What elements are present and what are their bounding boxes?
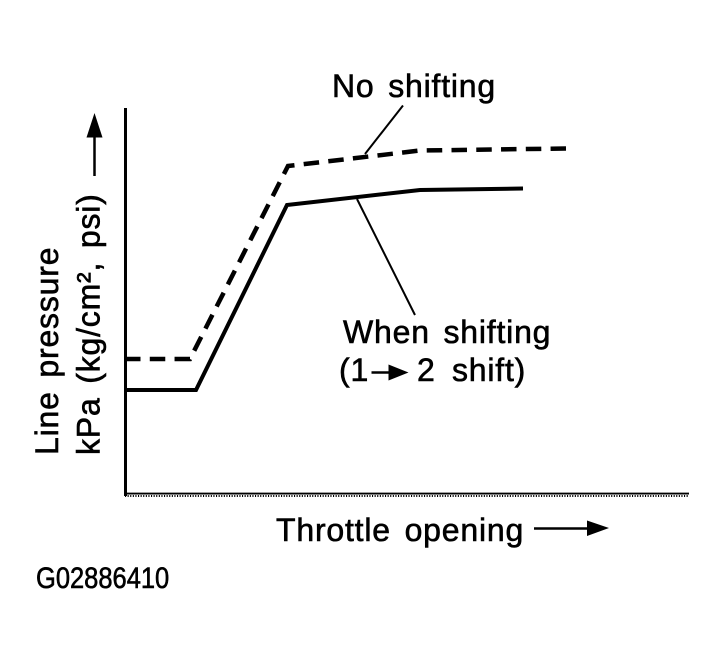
svg-text:(1: (1 (339, 352, 369, 388)
svg-text:When shifting: When shifting (343, 314, 551, 350)
svg-text:kPa (kg/cm², psi): kPa (kg/cm², psi) (71, 193, 107, 455)
svg-text:2: 2 (417, 352, 436, 388)
svg-text:Line pressure: Line pressure (29, 247, 65, 455)
svg-text:G02886410: G02886410 (36, 561, 169, 594)
svg-text:No shifting: No shifting (332, 68, 496, 104)
svg-text:Throttle opening: Throttle opening (276, 512, 524, 548)
svg-text:shift): shift) (452, 352, 526, 388)
